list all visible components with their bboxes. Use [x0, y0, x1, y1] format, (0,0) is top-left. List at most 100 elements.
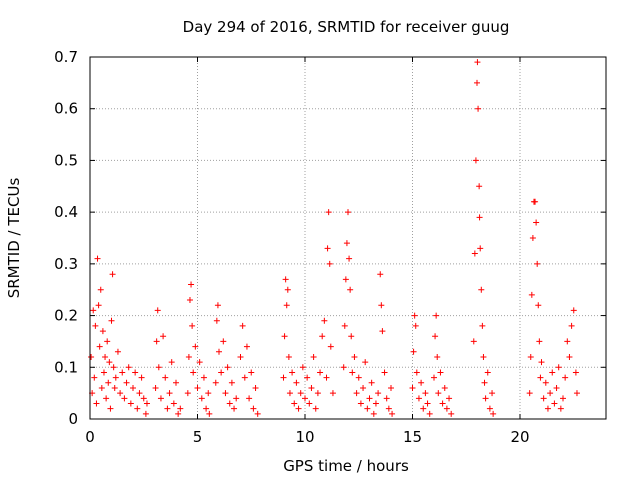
data-point-plus	[490, 410, 497, 417]
data-point-plus	[106, 359, 113, 366]
data-point-plus	[409, 384, 416, 391]
data-point-plus	[98, 384, 105, 391]
data-point-plus	[92, 322, 99, 329]
data-point-plus	[547, 390, 554, 397]
data-point-plus	[306, 400, 313, 407]
data-point-plus	[237, 353, 244, 360]
grid-lines	[90, 57, 606, 419]
data-point-plus	[413, 369, 420, 376]
data-point-plus	[372, 400, 379, 407]
data-point-plus	[340, 364, 347, 371]
data-point-plus	[200, 374, 207, 381]
data-point-plus	[152, 384, 159, 391]
data-point-plus	[117, 390, 124, 397]
data-point-plus	[478, 286, 485, 293]
data-point-plus	[94, 255, 101, 262]
data-point-plus	[528, 291, 535, 298]
data-point-plus	[434, 353, 441, 360]
data-point-plus	[310, 353, 317, 360]
data-point-plus	[226, 400, 233, 407]
data-point-plus	[228, 379, 235, 386]
data-point-plus	[123, 379, 130, 386]
data-point-plus	[289, 369, 296, 376]
data-point-plus	[327, 343, 334, 350]
data-point-plus	[572, 369, 579, 376]
data-point-plus	[222, 390, 229, 397]
data-point-plus	[95, 302, 102, 309]
data-point-plus	[109, 271, 116, 278]
data-point-plus	[326, 260, 333, 267]
data-point-plus	[474, 59, 481, 66]
data-point-plus	[568, 322, 575, 329]
data-point-plus	[364, 405, 371, 412]
data-point-plus	[293, 379, 300, 386]
data-point-plus	[110, 364, 117, 371]
x-tick-label: 0	[85, 428, 95, 446]
data-point-plus	[170, 400, 177, 407]
data-point-plus	[291, 400, 298, 407]
data-point-plus	[360, 384, 367, 391]
data-point-plus	[536, 338, 543, 345]
data-point-plus	[321, 317, 328, 324]
data-point-plus	[439, 400, 446, 407]
data-point-plus	[527, 353, 534, 360]
data-point-plus	[383, 395, 390, 402]
data-point-plus	[480, 353, 487, 360]
data-point-plus	[433, 312, 440, 319]
data-point-plus	[206, 410, 213, 417]
data-point-plus	[282, 276, 289, 283]
data-point-plus	[97, 286, 104, 293]
data-point-plus	[368, 379, 375, 386]
data-point-plus	[214, 302, 221, 309]
data-point-plus	[250, 405, 257, 412]
data-point-plus	[482, 395, 489, 402]
data-point-plus	[342, 276, 349, 283]
data-point-plus	[284, 286, 291, 293]
data-point-plus	[157, 395, 164, 402]
data-point-plus	[194, 384, 201, 391]
data-points	[88, 59, 580, 417]
data-point-plus	[239, 322, 246, 329]
data-point-plus	[104, 338, 111, 345]
data-point-plus	[164, 405, 171, 412]
data-point-plus	[489, 390, 496, 397]
data-point-plus	[243, 343, 250, 350]
data-point-plus	[192, 343, 199, 350]
y-tick-label: 0.6	[54, 100, 78, 118]
data-point-plus	[93, 400, 100, 407]
data-point-plus	[308, 384, 315, 391]
data-point-plus	[477, 245, 484, 252]
data-point-plus	[553, 384, 560, 391]
y-axis-label: SRMTID / TECUs	[5, 178, 23, 299]
data-point-plus	[90, 307, 97, 314]
data-point-plus	[349, 369, 356, 376]
data-point-plus	[188, 281, 195, 288]
data-point-plus	[280, 374, 287, 381]
data-point-plus	[295, 405, 302, 412]
data-point-plus	[422, 390, 429, 397]
tick-labels: 0 5 10 15 20 0 0.1 0.2 0.3 0.4 0.5 0.6 0.7	[54, 48, 529, 446]
data-point-plus	[474, 79, 480, 86]
data-point-plus	[175, 410, 182, 417]
data-point-plus	[570, 307, 577, 314]
data-point-plus	[88, 353, 95, 360]
data-point-plus	[246, 395, 253, 402]
y-tick-label: 0.1	[54, 358, 78, 376]
y-tick-label: 0.7	[54, 48, 78, 66]
x-tick-label: 5	[193, 428, 203, 446]
data-point-plus	[160, 333, 167, 340]
data-point-plus	[212, 379, 219, 386]
data-point-plus	[105, 379, 112, 386]
data-point-plus	[370, 410, 377, 417]
data-point-plus	[345, 209, 351, 216]
data-point-plus	[254, 410, 261, 417]
data-point-plus	[241, 374, 248, 381]
data-point-plus	[216, 348, 222, 355]
data-point-plus	[220, 338, 227, 345]
data-point-plus	[99, 328, 106, 335]
data-point-plus	[448, 410, 455, 417]
data-point-plus	[377, 271, 384, 278]
data-point-plus	[329, 390, 336, 397]
